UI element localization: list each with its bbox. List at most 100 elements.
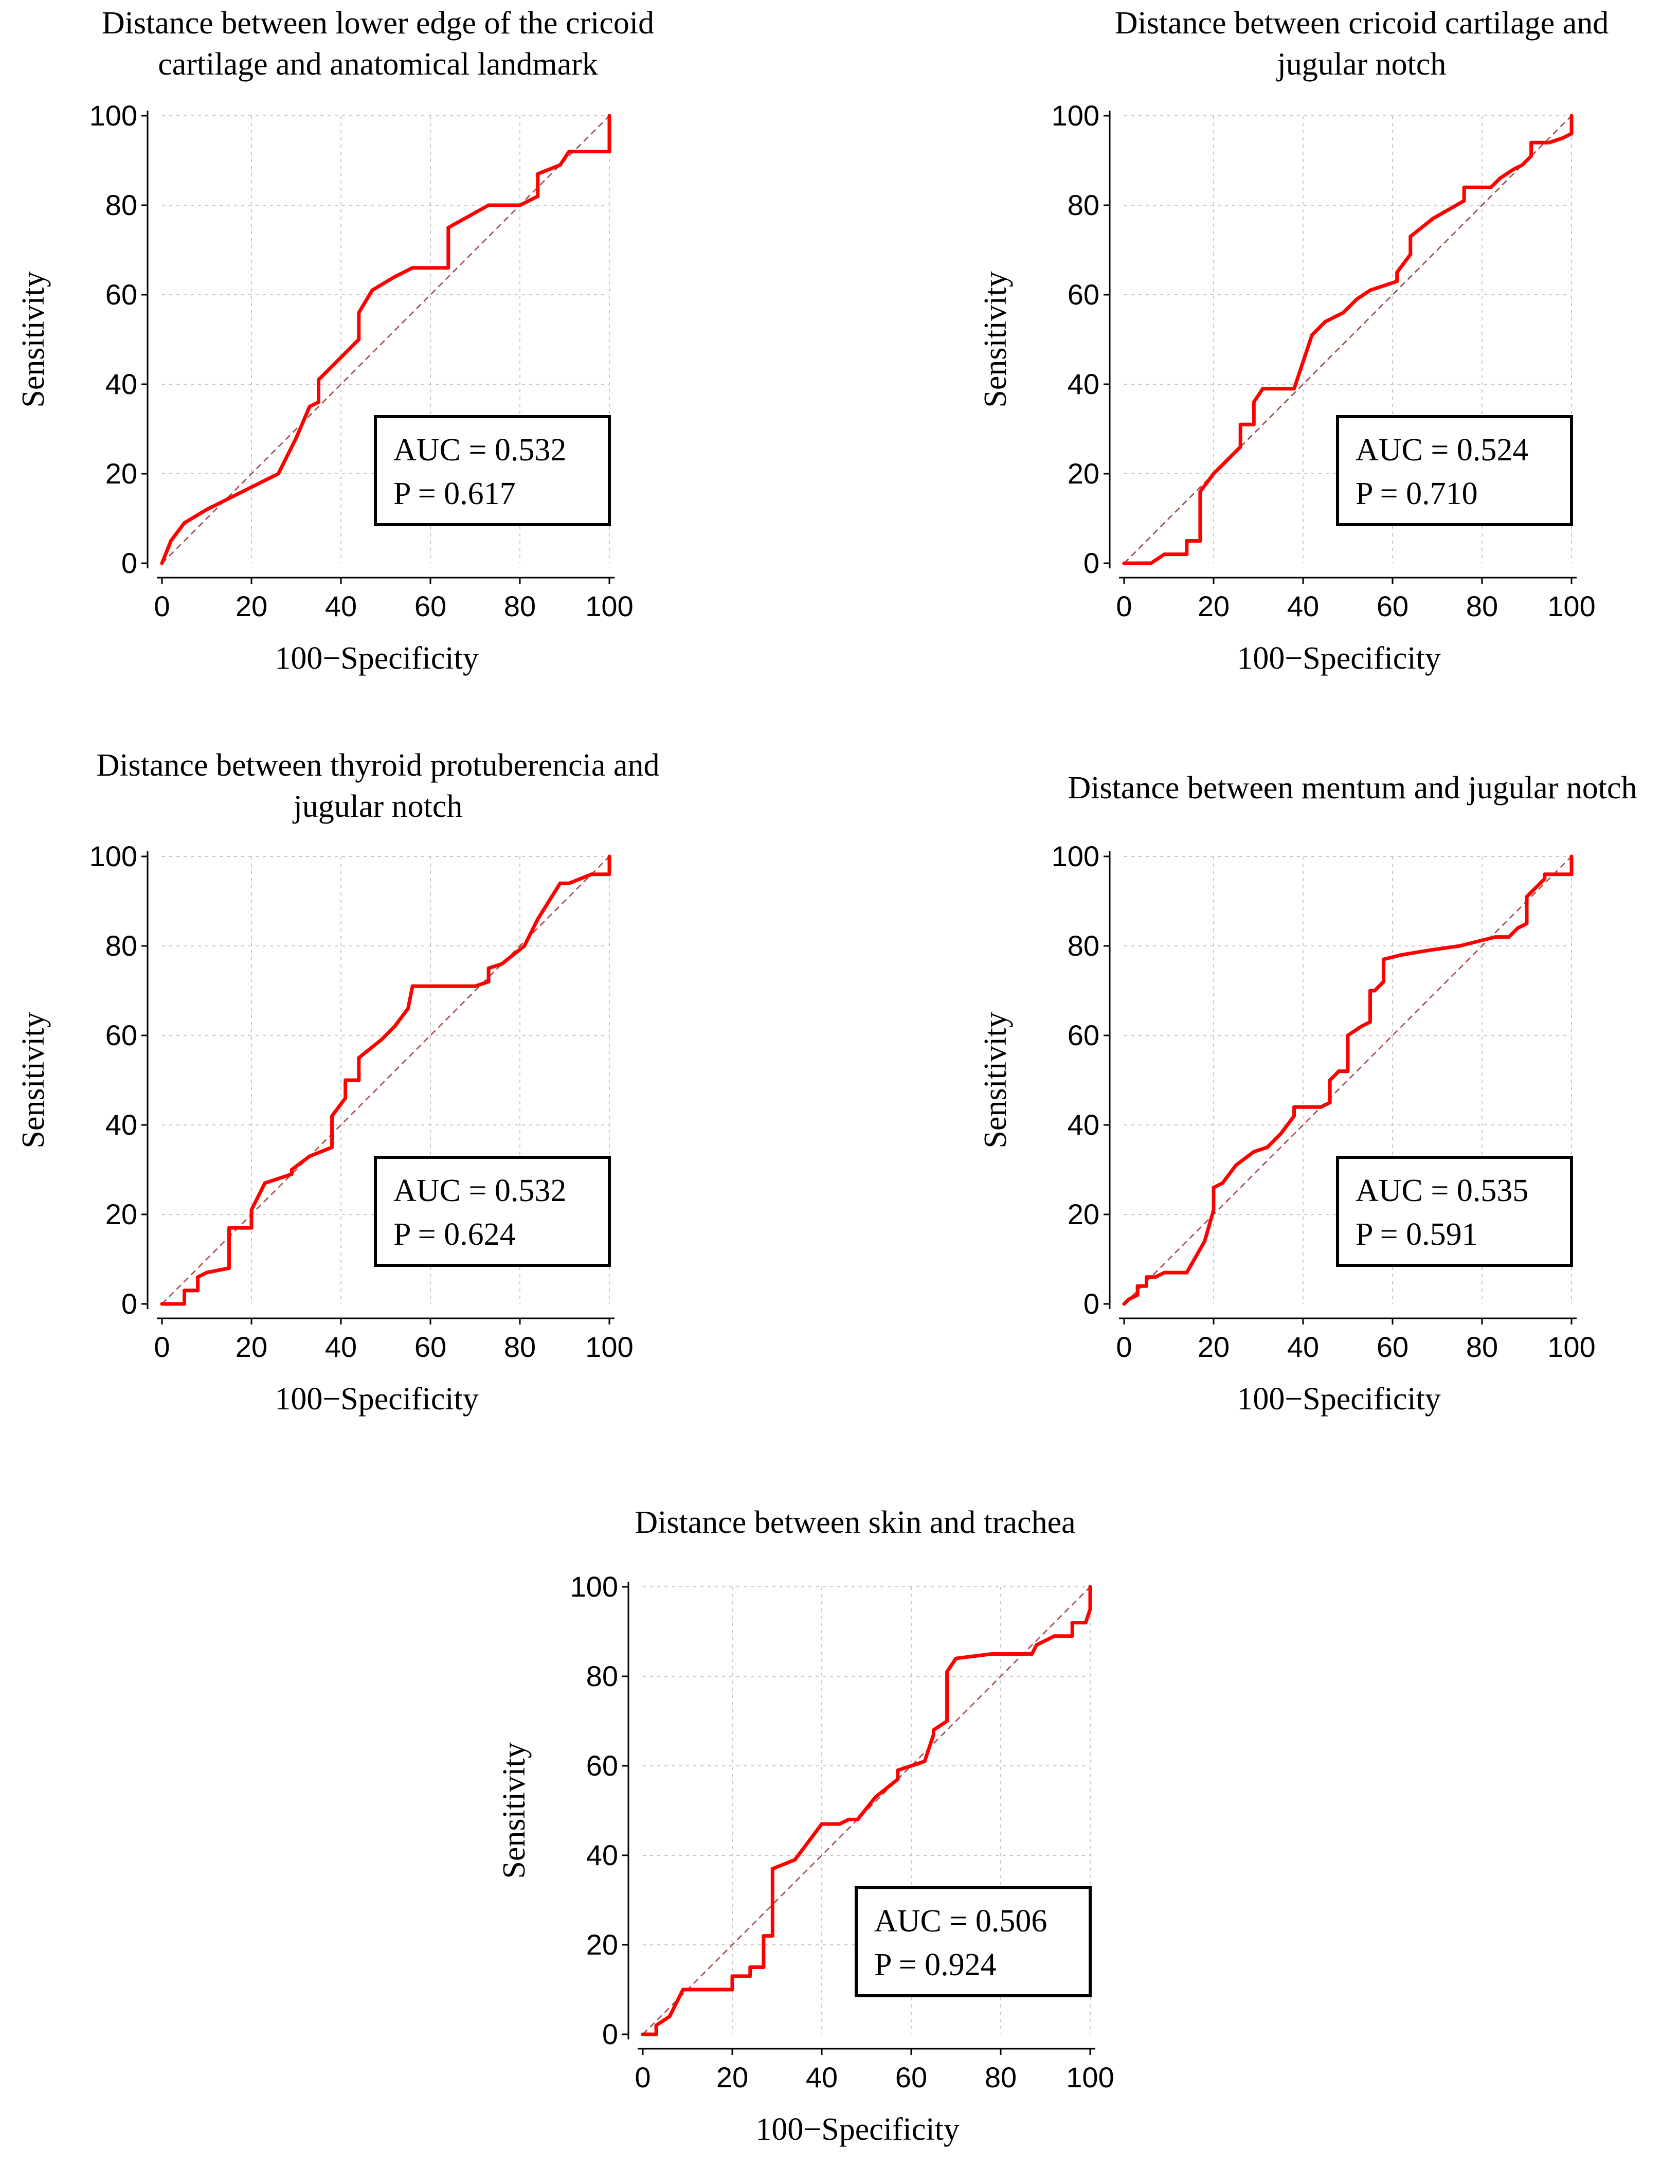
chart-4-p-label: P = 0.924 bbox=[874, 1947, 997, 1982]
chart-1-roc-point bbox=[1520, 163, 1524, 167]
chart-1-roc-point bbox=[1395, 271, 1399, 274]
chart-1-roc-point bbox=[1310, 333, 1314, 337]
chart-1-roc-point bbox=[1198, 539, 1202, 543]
chart-2-roc-point bbox=[183, 1288, 186, 1293]
chart-0-roc-point bbox=[183, 521, 186, 525]
chart-3-roc-point bbox=[1127, 1297, 1131, 1301]
chart-2-roc-point bbox=[249, 1226, 254, 1230]
chart-4-roc-point bbox=[1088, 1585, 1092, 1589]
chart-3-x-tick-label: 40 bbox=[1287, 1331, 1319, 1363]
chart-1-roc-point bbox=[1408, 235, 1413, 239]
chart-2-roc-point bbox=[536, 917, 540, 921]
chart-4-roc-point bbox=[1070, 1634, 1074, 1638]
chart-3-roc-point bbox=[1399, 953, 1403, 957]
chart-4-roc-point bbox=[932, 1728, 935, 1732]
chart-1-roc-point bbox=[1185, 552, 1189, 557]
chart-2-roc-point bbox=[558, 881, 562, 885]
chart-0-roc-point bbox=[205, 508, 209, 512]
chart-4-y-axis-label: Sensitivity bbox=[497, 1742, 532, 1878]
chart-1-roc-point bbox=[1261, 387, 1265, 391]
roc-panel-thyroid-jugular: Distance between thyroid protuberencia a… bbox=[0, 0, 840, 1466]
chart-4-x-tick-label: 80 bbox=[985, 2061, 1017, 2093]
chart-3-roc-point bbox=[1569, 872, 1574, 876]
chart-1-y-tick-label: 60 bbox=[1068, 278, 1099, 311]
chart-3-roc-point bbox=[1212, 1208, 1216, 1212]
chart-1-roc-point bbox=[1252, 422, 1256, 426]
chart-4-y-tick-label: 0 bbox=[602, 2018, 618, 2050]
chart-2-title-line: Distance between thyroid protuberencia a… bbox=[97, 748, 660, 783]
chart-3-x-tick-label: 0 bbox=[1116, 1331, 1132, 1363]
chart-3-roc-point bbox=[1135, 1293, 1140, 1297]
chart-1-roc-point bbox=[1354, 297, 1359, 301]
chart-1-roc-point bbox=[1368, 288, 1372, 292]
chart-2-roc-point bbox=[308, 1154, 312, 1158]
chart-3-roc-point bbox=[1569, 854, 1574, 858]
chart-2-title-line: jugular notch bbox=[293, 789, 463, 824]
chart-4-x-tick-label: 100 bbox=[1066, 2061, 1114, 2093]
chart-4-roc-point bbox=[681, 1988, 685, 1992]
chart-0-roc-point bbox=[339, 355, 343, 360]
chart-2-roc-point bbox=[276, 1176, 280, 1180]
chart-3-roc-point bbox=[1368, 1020, 1372, 1024]
chart-4-roc-point bbox=[762, 1934, 766, 1938]
roc-panel-mentum-jugular: Distance between mentum and jugular notc… bbox=[978, 771, 1637, 1417]
chart-1-x-tick-label: 100 bbox=[1547, 590, 1595, 622]
chart-3-roc-point bbox=[1122, 1302, 1126, 1306]
chart-2-roc-point bbox=[183, 1302, 186, 1306]
chart-0-roc-point bbox=[317, 378, 320, 382]
chart-3-roc-point bbox=[1346, 1069, 1350, 1073]
chart-4-roc-point bbox=[873, 1795, 877, 1799]
chart-3-roc-point bbox=[1265, 1145, 1269, 1149]
chart-4-roc-point bbox=[762, 1965, 766, 1969]
chart-4-roc-point bbox=[990, 1652, 994, 1656]
chart-3-roc-point bbox=[1185, 1270, 1189, 1275]
chart-2-x-tick-label: 0 bbox=[154, 1331, 170, 1363]
chart-2-x-tick-label: 40 bbox=[325, 1331, 357, 1363]
chart-0-roc-point bbox=[392, 275, 396, 279]
chart-0-roc-point bbox=[241, 490, 245, 494]
chart-2-y-axis-label: Sensitivity bbox=[16, 1012, 51, 1148]
chart-4-x-tick-label: 0 bbox=[635, 2061, 651, 2093]
chart-1-roc-point bbox=[1292, 387, 1296, 391]
chart-4-roc-point bbox=[945, 1670, 949, 1674]
chart-2-roc-point bbox=[169, 1302, 173, 1306]
chart-3-roc-point bbox=[1458, 944, 1461, 948]
chart-3-roc-point bbox=[1292, 1114, 1296, 1118]
chart-1-y-axis-label: Sensitivity bbox=[978, 271, 1013, 407]
chart-3-roc-point bbox=[1319, 1105, 1323, 1109]
chart-4-auc-label: AUC = 0.506 bbox=[874, 1904, 1047, 1939]
chart-4-roc-point bbox=[1088, 1607, 1092, 1611]
chart-0-roc-point bbox=[558, 163, 562, 167]
chart-3-auc-label: AUC = 0.535 bbox=[1356, 1173, 1528, 1208]
chart-0-x-tick-label: 0 bbox=[154, 590, 170, 622]
chart-0-roc-point bbox=[357, 337, 361, 342]
chart-3-y-tick-label: 20 bbox=[1068, 1198, 1099, 1230]
chart-3-roc-point bbox=[1525, 922, 1529, 925]
chart-3-reference-diagonal bbox=[1124, 856, 1572, 1304]
chart-3-roc-point bbox=[1516, 926, 1520, 930]
chart-4-roc-point bbox=[748, 1974, 752, 1978]
chart-3-roc-point bbox=[1382, 957, 1386, 961]
chart-1-roc-point bbox=[1135, 561, 1140, 565]
chart-4-roc-point bbox=[667, 2014, 672, 2018]
chart-0-y-tick-label: 100 bbox=[89, 99, 137, 132]
chart-0-roc-point bbox=[410, 266, 414, 270]
chart-3-roc-point bbox=[1359, 1025, 1363, 1029]
chart-0-roc-point bbox=[536, 194, 540, 199]
chart-2-y-tick-label: 60 bbox=[105, 1019, 137, 1051]
chart-3-roc-point bbox=[1234, 1163, 1238, 1167]
chart-3-roc-point bbox=[1337, 1069, 1341, 1073]
chart-4-roc-point bbox=[730, 1974, 734, 1978]
chart-0-roc-point bbox=[317, 400, 320, 404]
chart-4-roc-point bbox=[1030, 1652, 1034, 1656]
chart-3-roc-point bbox=[1543, 877, 1547, 881]
chart-0-roc-point bbox=[357, 311, 361, 315]
chart-1-x-tick-label: 0 bbox=[1116, 590, 1132, 622]
chart-3-roc-point bbox=[1493, 935, 1497, 939]
chart-0-x-tick-label: 100 bbox=[585, 590, 633, 622]
chart-0-y-tick-label: 40 bbox=[105, 368, 137, 400]
chart-0-roc-point bbox=[567, 150, 571, 154]
chart-2-roc-point bbox=[196, 1288, 200, 1293]
chart-3-x-tick-label: 100 bbox=[1547, 1331, 1595, 1363]
